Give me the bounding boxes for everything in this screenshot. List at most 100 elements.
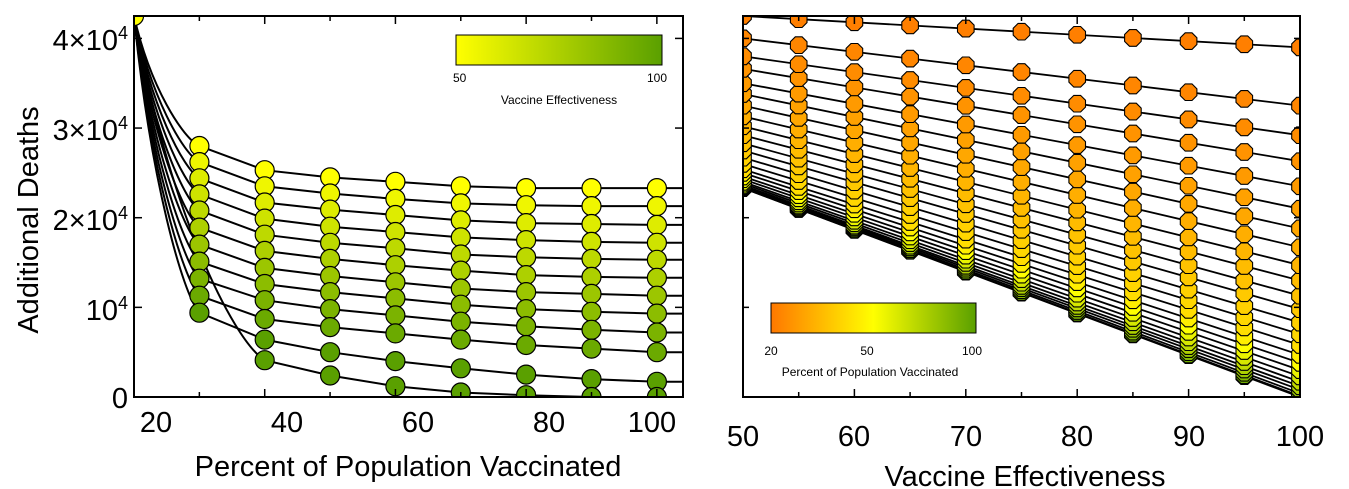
right-colorbar-tick-0: 20 (764, 344, 778, 358)
left-x-axis-label: Percent of Population Vaccinated (195, 451, 622, 483)
right-marker (1068, 170, 1087, 189)
left-series-line (134, 16, 683, 208)
right-marker (901, 133, 919, 152)
left-marker (646, 322, 668, 343)
left-y-tick-1: 104 (86, 293, 128, 327)
left-series-line (134, 16, 683, 297)
left-marker (515, 230, 537, 251)
right-marker (1235, 90, 1254, 108)
right-marker (845, 42, 864, 61)
right-x-tick-5: 100 (1276, 421, 1324, 453)
left-marker (646, 214, 668, 235)
right-marker (956, 56, 975, 75)
left-marker (581, 231, 602, 252)
right-marker (1291, 199, 1300, 218)
left-marker (450, 176, 471, 197)
right-marker (1124, 199, 1142, 217)
right-marker (1291, 286, 1300, 305)
right-marker (1291, 313, 1300, 332)
right-panel: 50 60 70 80 90 100 Vaccine Effectiveness… (727, 15, 1324, 489)
left-marker (581, 213, 602, 235)
left-marker (189, 302, 210, 323)
left-marker (515, 316, 537, 337)
right-x-axis-label: Vaccine Effectiveness (884, 461, 1165, 489)
right-marker (1179, 256, 1198, 275)
left-marker (450, 382, 471, 397)
right-marker (1124, 146, 1142, 165)
left-marker (320, 282, 341, 303)
right-marker (789, 55, 808, 74)
right-marker (789, 16, 808, 29)
left-marker (450, 311, 471, 332)
right-marker (1179, 133, 1198, 152)
left-marker (515, 282, 537, 303)
right-marker (1124, 182, 1142, 201)
left-panel: 4×104 3×104 2×104 104 0 20 40 60 80 100 … (13, 15, 684, 483)
left-marker (320, 248, 341, 269)
left-series-line (134, 16, 683, 397)
left-marker (254, 329, 275, 350)
right-marker (901, 146, 919, 165)
left-tick-marks (133, 16, 683, 398)
left-y-tick-0: 0 (112, 383, 128, 415)
right-marker (789, 84, 808, 103)
right-marker (901, 49, 919, 68)
left-marker (385, 288, 406, 309)
left-marker (581, 266, 602, 287)
left-marker (450, 210, 471, 231)
right-marker (1068, 25, 1087, 44)
left-series-line (134, 16, 683, 190)
left-marker (646, 285, 668, 306)
left-x-tick-3: 80 (533, 407, 565, 439)
left-x-tick-0: 20 (140, 407, 172, 439)
left-marker (450, 260, 471, 281)
left-marker (189, 268, 210, 289)
right-x-tick-2: 70 (950, 421, 982, 453)
left-series-line (134, 16, 683, 315)
left-x-tick-4: 100 (628, 407, 676, 439)
left-marker (646, 303, 668, 324)
right-marker (1068, 136, 1087, 154)
left-marker (320, 365, 341, 386)
right-marker (1179, 83, 1198, 102)
right-marker (1012, 106, 1031, 124)
right-colorbar-gradient (770, 302, 977, 334)
left-marker (320, 199, 341, 220)
right-marker (845, 94, 864, 113)
left-marker (581, 283, 602, 304)
left-marker (385, 238, 406, 259)
left-marker (189, 200, 210, 221)
left-marker (189, 234, 210, 255)
right-marker (1235, 225, 1254, 244)
right-marker (1291, 256, 1300, 275)
left-marker (385, 255, 406, 276)
right-marker (1068, 186, 1087, 204)
right-marker (743, 47, 752, 66)
left-colorbar-gradient (455, 34, 663, 66)
right-marker (1235, 257, 1254, 275)
left-marker (385, 305, 406, 326)
left-marker (385, 351, 406, 372)
right-marker (1068, 69, 1087, 88)
right-marker (1235, 118, 1254, 137)
right-marker (1068, 153, 1087, 172)
right-marker (789, 36, 808, 55)
right-colorbar-tick-2: 100 (962, 344, 982, 358)
left-marker (646, 232, 668, 253)
right-marker (901, 105, 919, 124)
left-marker (385, 323, 406, 344)
right-marker (1179, 156, 1198, 175)
left-marker (515, 334, 537, 356)
left-marker (189, 285, 210, 306)
left-x-tick-1: 40 (271, 407, 303, 439)
right-marker (1179, 32, 1198, 50)
right-marker (1291, 271, 1300, 290)
right-marker (1235, 271, 1254, 290)
right-marker (1068, 115, 1087, 134)
right-marker (1179, 228, 1198, 247)
right-marker (1235, 167, 1254, 185)
right-marker (1068, 213, 1087, 232)
right-marker (956, 172, 975, 191)
right-marker (1012, 142, 1031, 161)
right-marker (901, 71, 919, 89)
